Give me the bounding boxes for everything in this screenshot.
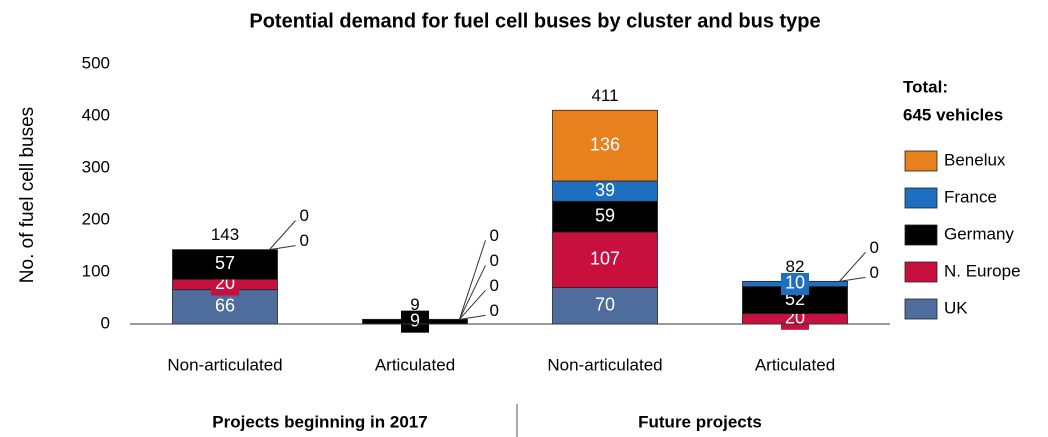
total-label: 143 bbox=[211, 225, 239, 244]
value-label: 107 bbox=[590, 249, 620, 269]
value-label: 0 bbox=[490, 301, 499, 320]
leader-line bbox=[839, 276, 866, 282]
value-label: 57 bbox=[215, 253, 235, 273]
total-label: 9 bbox=[410, 295, 419, 314]
y-tick-label: 400 bbox=[82, 105, 110, 124]
y-tick-label: 100 bbox=[82, 261, 110, 280]
x-tick-label: Articulated bbox=[375, 355, 455, 374]
leader-line bbox=[269, 245, 296, 251]
total-label: 82 bbox=[786, 257, 805, 276]
value-label: 9 bbox=[410, 310, 420, 330]
value-label: 0 bbox=[490, 251, 499, 270]
total-label: 411 bbox=[591, 86, 618, 105]
leader-line bbox=[459, 240, 486, 320]
value-label: 10 bbox=[785, 273, 805, 293]
value-label: 66 bbox=[215, 296, 235, 316]
value-label-box bbox=[781, 272, 809, 295]
value-label: 136 bbox=[590, 134, 620, 154]
legend-swatch bbox=[904, 224, 938, 246]
value-label: 0 bbox=[300, 206, 309, 225]
bar-segment bbox=[552, 200, 658, 233]
value-label: 0 bbox=[490, 276, 499, 295]
leader-line bbox=[459, 314, 486, 320]
leader-line bbox=[459, 289, 486, 320]
bar-segment bbox=[552, 231, 658, 289]
value-label: 0 bbox=[300, 231, 309, 250]
value-label: 70 bbox=[595, 295, 615, 315]
legend-label: Benelux bbox=[944, 150, 1006, 169]
value-label: 0 bbox=[870, 263, 879, 282]
bar-segment bbox=[552, 109, 658, 182]
x-tick-label: Non-articulated bbox=[547, 355, 662, 374]
value-label: 59 bbox=[595, 205, 615, 225]
legend-label: N. Europe bbox=[944, 261, 1021, 280]
legend-swatch bbox=[904, 261, 938, 283]
y-tick-label: 200 bbox=[82, 209, 110, 228]
group-label: Future projects bbox=[638, 412, 762, 431]
y-axis-label: No. of fuel cell buses bbox=[17, 107, 38, 283]
leader-line bbox=[839, 252, 866, 282]
legend-label: France bbox=[944, 187, 997, 206]
y-tick-label: 300 bbox=[82, 157, 110, 176]
bar-segment bbox=[552, 287, 658, 325]
x-tick-label: Non-articulated bbox=[167, 355, 282, 374]
value-label: 0 bbox=[490, 226, 499, 245]
chart-title: Potential demand for fuel cell buses by … bbox=[249, 10, 820, 32]
value-label-box bbox=[401, 310, 429, 333]
x-tick-label: Articulated bbox=[755, 355, 835, 374]
y-tick-label: 500 bbox=[82, 53, 110, 72]
legend-label: UK bbox=[944, 298, 968, 317]
legend-swatch bbox=[904, 298, 938, 320]
group-label: Projects beginning in 2017 bbox=[212, 412, 427, 431]
leader-line bbox=[459, 265, 486, 320]
value-label: 39 bbox=[595, 180, 615, 200]
legend-swatch bbox=[904, 187, 938, 209]
value-label: 0 bbox=[870, 238, 879, 257]
bar-segment bbox=[172, 249, 278, 280]
leader-line bbox=[269, 220, 296, 250]
legend-label: Germany bbox=[944, 224, 1014, 243]
legend-title: 645 vehicles bbox=[903, 105, 1003, 124]
legend-title: Total: bbox=[903, 77, 948, 96]
legend-swatch bbox=[904, 150, 938, 172]
y-tick-label: 0 bbox=[101, 313, 110, 332]
